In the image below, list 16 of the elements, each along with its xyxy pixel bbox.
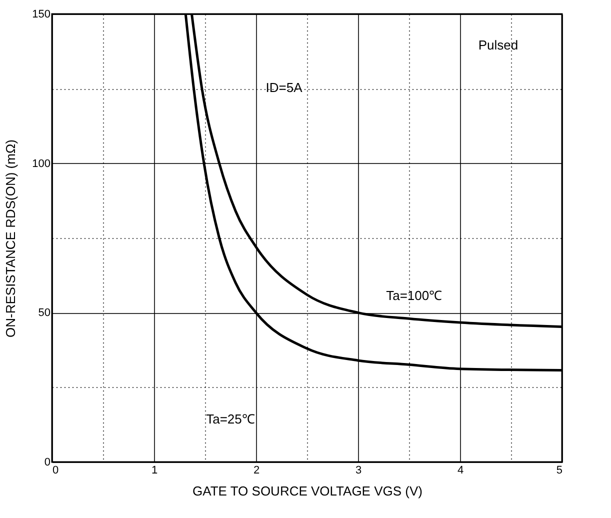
annotation: Ta=100℃ — [386, 288, 442, 304]
annotation: ID=5A — [266, 80, 303, 95]
y-axis-title: ON-RESISTANCE RDS(ON) (mΩ) — [3, 140, 18, 338]
y-tick-label: 50 — [38, 307, 50, 320]
x-tick-label: 0 — [52, 464, 59, 476]
x-tick-label: 4 — [457, 464, 464, 476]
y-tick-label: 100 — [32, 158, 50, 170]
x-tick-label: 3 — [355, 464, 362, 476]
y-tick-label: 150 — [32, 8, 50, 20]
x-tick-label: 1 — [151, 464, 158, 476]
annotation: Ta=25℃ — [206, 411, 255, 426]
annotation: Pulsed — [478, 37, 518, 52]
x-axis-title: GATE TO SOURCE VOLTAGE VGS (V) — [192, 484, 422, 498]
x-tick-label: 5 — [556, 464, 562, 476]
x-tick-label: 2 — [253, 464, 260, 476]
y-tick-label: 0 — [44, 456, 50, 468]
